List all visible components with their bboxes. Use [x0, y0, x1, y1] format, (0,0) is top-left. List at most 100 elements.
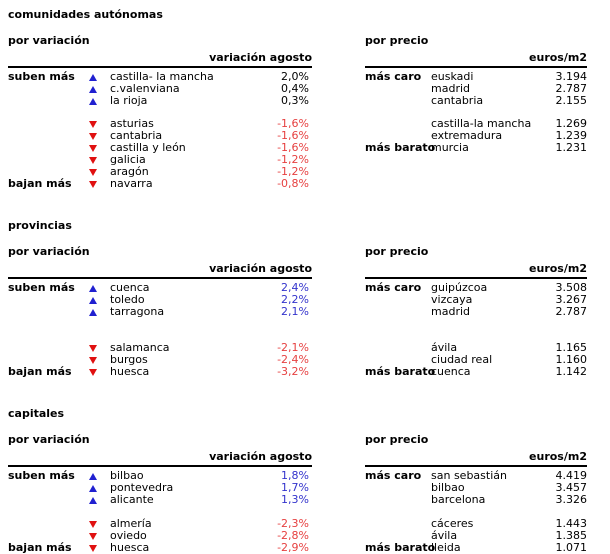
region-name: bilbao	[431, 482, 465, 494]
region-name: castilla-la mancha	[431, 118, 532, 130]
variation-column-header: variación agosto	[8, 450, 312, 467]
trend-icon-cell	[86, 308, 110, 316]
trend-icon-cell	[86, 484, 110, 492]
region-name: la rioja	[110, 95, 148, 107]
up-triangle-icon	[89, 496, 97, 504]
variation-heading: por variación	[8, 433, 90, 446]
region-name: oviedo	[110, 530, 147, 542]
trend-icon-cell	[86, 296, 110, 304]
trend-icon-cell	[86, 180, 110, 188]
variation-row: salamanca -2,1%	[8, 342, 312, 354]
down-triangle-icon	[89, 120, 97, 128]
price-row: madrid 2.787	[365, 306, 587, 318]
variation-row: galicia -1,2%	[8, 154, 312, 166]
variation-value: -3,2%	[277, 365, 309, 378]
variation-row: castilla y león -1,6%	[8, 142, 312, 154]
price-value: 1.142	[555, 365, 588, 378]
trend-icon-cell	[86, 168, 110, 176]
price-row: ávila 1.165	[365, 342, 587, 354]
price-heading: por precio	[365, 245, 429, 258]
region-name: burgos	[110, 354, 148, 366]
region-name: ávila	[431, 342, 458, 354]
variation-heading: por variación	[8, 34, 90, 47]
price-value: 3.267	[555, 293, 588, 306]
down-triangle-icon	[89, 180, 97, 188]
variation-value: -2,4%	[277, 353, 309, 366]
variation-row: almería -2,3%	[8, 518, 312, 530]
down-triangle-icon	[89, 132, 97, 140]
region-name: cantabria	[431, 95, 484, 107]
variation-row: alicante 1,3%	[8, 494, 312, 506]
price-value: 3.194	[555, 70, 588, 83]
up-triangle-icon	[89, 484, 97, 492]
price-value: 3.457	[555, 481, 588, 494]
region-name: madrid	[431, 306, 470, 318]
price-value: 2.787	[555, 82, 588, 95]
report-section: provincias por variación variación agosto s…	[8, 219, 610, 378]
variation-value: -1,6%	[277, 117, 309, 130]
up-triangle-icon	[89, 85, 97, 93]
price-value: 3.326	[555, 493, 588, 506]
variation-value: -2,1%	[277, 341, 309, 354]
price-value: 1.160	[555, 353, 588, 366]
variation-panel: por variación variación agosto suben más ca…	[8, 34, 312, 190]
trend-icon-cell	[86, 97, 110, 105]
variation-row: pontevedra 1,7%	[8, 482, 312, 494]
trend-icon-cell	[86, 520, 110, 528]
region-name: huesca	[110, 366, 150, 378]
region-name: ciudad real	[431, 354, 493, 366]
down-triangle-icon	[89, 156, 97, 164]
variation-row: aragón -1,2%	[8, 166, 312, 178]
section-title: provincias	[8, 219, 72, 232]
variation-value: -2,3%	[277, 517, 309, 530]
region-name: almería	[110, 518, 152, 530]
up-triangle-icon	[89, 97, 97, 105]
price-value: 4.419	[555, 469, 588, 482]
region-name: cuenca	[110, 282, 150, 294]
price-row: barcelona 3.326	[365, 494, 587, 506]
price-value: 1.385	[555, 529, 588, 542]
region-name: tarragona	[110, 306, 165, 318]
down-triangle-icon	[89, 356, 97, 364]
region-name: ávila	[431, 530, 458, 542]
trend-icon-cell	[86, 85, 110, 93]
variation-value: 0,3%	[281, 94, 309, 107]
variation-row: suben más castilla- la mancha 2,0%	[8, 71, 312, 83]
price-value: 3.508	[555, 281, 588, 294]
group-label: suben más	[8, 469, 75, 482]
down-triangle-icon	[89, 532, 97, 540]
region-name: navarra	[110, 178, 153, 190]
region-name: cuenca	[431, 366, 471, 378]
section-panels: por variación variación agosto suben más bi…	[8, 433, 610, 554]
variation-row: oviedo -2,8%	[8, 530, 312, 542]
price-row: cáceres 1.443	[365, 518, 587, 530]
up-triangle-icon	[89, 472, 97, 480]
down-triangle-icon	[89, 368, 97, 376]
variation-row: bajan más huesca -3,2%	[8, 366, 312, 378]
price-rows: más caro san sebastián 4.419 bilbao 3.457 bar…	[365, 467, 587, 554]
variation-rows: suben más cuenca 2,4% toledo 2,2% tarragona 2,…	[8, 279, 312, 378]
up-triangle-icon	[89, 308, 97, 316]
region-name: galicia	[110, 154, 146, 166]
variation-heading: por variación	[8, 245, 90, 258]
variation-value: 2,1%	[281, 305, 309, 318]
price-row: más barato murcia 1.231	[365, 142, 587, 154]
section-title: comunidades autónomas	[8, 8, 163, 21]
region-name: murcia	[431, 142, 469, 154]
variation-value: -1,6%	[277, 141, 309, 154]
group-label: suben más	[8, 70, 75, 83]
variation-value: 1,7%	[281, 481, 309, 494]
group-label: suben más	[8, 281, 75, 294]
variation-row: burgos -2,4%	[8, 354, 312, 366]
down-triangle-icon	[89, 344, 97, 352]
variation-value: 2,0%	[281, 70, 309, 83]
variation-row: c.valenviana 0,4%	[8, 83, 312, 95]
variation-value: 1,8%	[281, 469, 309, 482]
trend-icon-cell	[86, 356, 110, 364]
price-row: más caro guipúzcoa 3.508	[365, 282, 587, 294]
variation-row: tarragona 2,1%	[8, 306, 312, 318]
price-row: ávila 1.385	[365, 530, 587, 542]
up-triangle-icon	[89, 296, 97, 304]
region-name: asturias	[110, 118, 154, 130]
price-value: 1.165	[555, 341, 588, 354]
